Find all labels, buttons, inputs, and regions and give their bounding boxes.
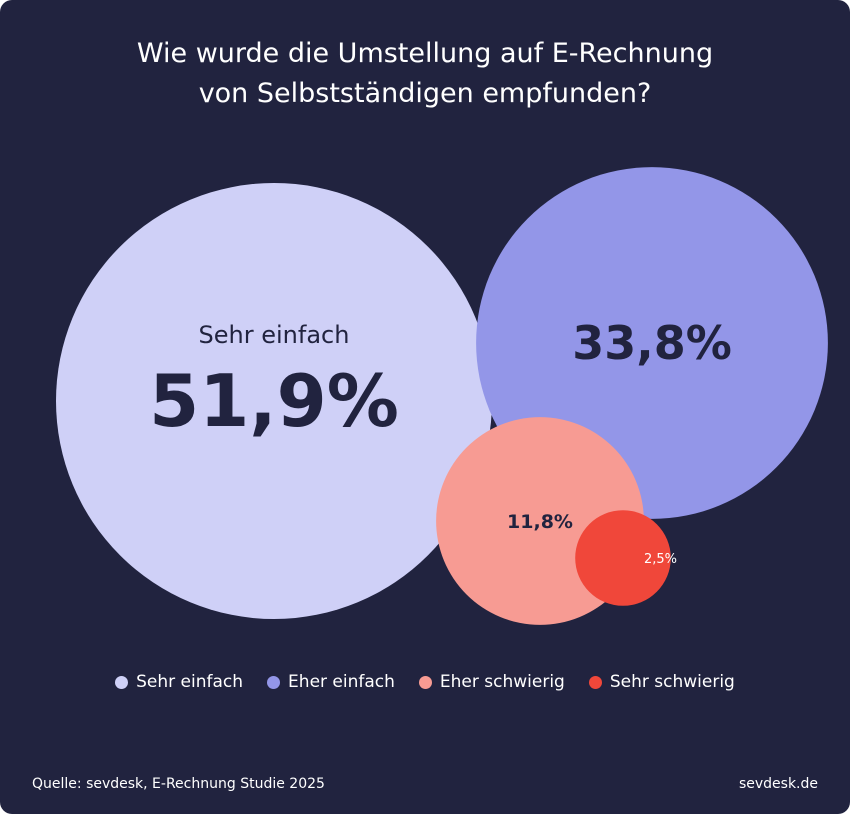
value-label-sehr-schwierig: 2,5% xyxy=(644,552,677,567)
legend-dot-eher-einfach xyxy=(267,675,281,689)
legend-dot-sehr-schwierig xyxy=(588,675,602,689)
legend-label-sehr-einfach: Sehr einfach xyxy=(136,672,244,692)
bubble-caption: Sehr einfach xyxy=(199,321,350,349)
value-label-eher-schwierig: 11,8% xyxy=(507,511,573,533)
value-label-eher-einfach: 33,8% xyxy=(572,316,732,370)
bubble-sehr-schwierig xyxy=(575,510,671,606)
value-label-sehr-einfach: 51,9% xyxy=(149,359,399,443)
legend-label-sehr-schwierig: Sehr schwierig xyxy=(609,672,735,692)
legend: Sehr einfach Eher einfach Eher schwierig… xyxy=(0,672,850,692)
legend-dot-eher-schwierig xyxy=(418,675,432,689)
legend-label-eher-einfach: Eher einfach xyxy=(288,672,395,692)
legend-item-eher-schwierig: Eher schwierig xyxy=(418,672,565,692)
title-line-1: Wie wurde die Umstellung auf E-Rechnung xyxy=(136,38,714,69)
title-line-2: von Selbstständigen empfunden? xyxy=(198,78,652,109)
legend-dot-sehr-einfach xyxy=(115,675,129,689)
legend-item-eher-einfach: Eher einfach xyxy=(267,672,395,692)
chart-title: Wie wurde die Umstellung auf E-Rechnung … xyxy=(0,34,850,114)
legend-item-sehr-schwierig: Sehr schwierig xyxy=(588,672,735,692)
legend-label-eher-schwierig: Eher schwierig xyxy=(439,672,565,692)
bubble-sehr-einfach xyxy=(56,183,492,619)
brand-link[interactable]: sevdesk.de xyxy=(738,776,818,792)
source-note: Quelle: sevdesk, E-Rechnung Studie 2025 xyxy=(32,776,325,792)
legend-item-sehr-einfach: Sehr einfach xyxy=(115,672,243,692)
